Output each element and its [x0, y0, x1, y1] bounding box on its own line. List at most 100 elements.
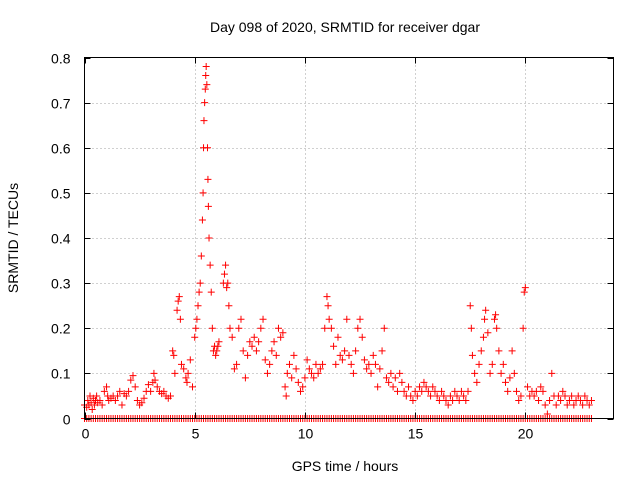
- data-point: [464, 387, 472, 395]
- data-point: [201, 99, 209, 107]
- data-point: [442, 396, 450, 404]
- data-point: [438, 387, 446, 395]
- data-point: [462, 396, 470, 404]
- data-point: [371, 360, 379, 368]
- data-point: [111, 396, 119, 404]
- data-point: [365, 360, 373, 368]
- data-point: [506, 374, 514, 382]
- data-point: [272, 351, 280, 359]
- data-point: [429, 383, 437, 391]
- axis-ticks: [84, 57, 614, 420]
- data-point: [255, 338, 263, 346]
- data-point: [114, 392, 122, 400]
- data-point: [400, 387, 408, 395]
- y-tick-label: 0.2: [51, 321, 71, 337]
- data-point: [405, 383, 413, 391]
- data-point: [96, 396, 104, 404]
- data-point: [206, 261, 214, 269]
- data-point: [358, 333, 366, 341]
- data-point: [587, 396, 595, 404]
- data-point: [166, 392, 174, 400]
- data-point: [125, 387, 133, 395]
- data-point: [576, 396, 584, 404]
- data-point: [171, 369, 179, 377]
- data-point: [520, 288, 528, 296]
- data-point: [288, 374, 296, 382]
- data-point: [230, 365, 238, 373]
- data-point: [444, 401, 452, 409]
- data-point: [537, 383, 545, 391]
- data-point: [349, 369, 357, 377]
- data-point: [250, 333, 258, 341]
- data-point: [382, 374, 390, 382]
- y-axis-label: SRMTID / TECUs: [5, 183, 21, 293]
- data-point: [205, 234, 213, 242]
- data-point: [144, 381, 152, 389]
- data-point: [519, 324, 527, 332]
- data-point: [192, 324, 200, 332]
- data-point: [457, 387, 465, 395]
- data-point: [290, 351, 298, 359]
- data-point: [220, 270, 228, 278]
- data-point: [212, 351, 220, 359]
- data-point: [182, 374, 190, 382]
- y-tick-label: 0.5: [51, 186, 71, 202]
- data-point: [440, 392, 448, 400]
- data-point: [268, 347, 276, 355]
- y-tick-labels: 0 0.1 0.2 0.3 0.4 0.5 0.6 0.7 0.8: [51, 51, 71, 428]
- data-point: [233, 360, 241, 368]
- data-point: [367, 369, 375, 377]
- data-point: [303, 356, 311, 364]
- data-point: [455, 396, 463, 404]
- data-point: [585, 401, 593, 409]
- data-point: [467, 324, 475, 332]
- data-point: [488, 360, 496, 368]
- data-point: [435, 396, 443, 404]
- data-point: [521, 284, 529, 292]
- data-point: [453, 392, 461, 400]
- data-point: [248, 342, 256, 350]
- data-point: [484, 329, 492, 337]
- data-point: [424, 387, 432, 395]
- data-point: [471, 369, 479, 377]
- data-point: [203, 144, 211, 152]
- data-point: [266, 360, 274, 368]
- x-tick-label: 0: [82, 426, 90, 442]
- data-point: [422, 383, 430, 391]
- data-point: [497, 369, 505, 377]
- data-point: [202, 72, 210, 80]
- data-point: [433, 392, 441, 400]
- data-point: [532, 387, 540, 395]
- data-point: [468, 351, 476, 359]
- data-point: [535, 396, 543, 404]
- data-point: [354, 324, 362, 332]
- data-point: [282, 392, 290, 400]
- data-point: [579, 401, 587, 409]
- x-tick-label: 20: [518, 426, 534, 442]
- y-tick-label: 0.4: [51, 231, 71, 247]
- data-point: [263, 369, 271, 377]
- data-point: [460, 392, 468, 400]
- data-point: [407, 392, 415, 400]
- x-tick-labels: 0 5 10 15 20: [82, 426, 534, 442]
- data-point: [530, 392, 538, 400]
- data-point: [270, 338, 278, 346]
- data-point: [173, 306, 181, 314]
- data-point: [486, 369, 494, 377]
- data-point: [285, 360, 293, 368]
- data-point: [396, 369, 404, 377]
- data-point: [186, 356, 194, 364]
- data-point: [118, 401, 126, 409]
- data-point: [552, 401, 560, 409]
- data-point: [100, 387, 108, 395]
- data-point: [446, 392, 454, 400]
- data-point: [294, 378, 302, 386]
- data-point: [539, 387, 547, 395]
- data-point: [330, 342, 338, 350]
- data-point: [499, 360, 507, 368]
- data-point: [501, 378, 509, 386]
- data-point: [508, 347, 516, 355]
- data-point: [310, 374, 318, 382]
- data-point: [140, 394, 148, 402]
